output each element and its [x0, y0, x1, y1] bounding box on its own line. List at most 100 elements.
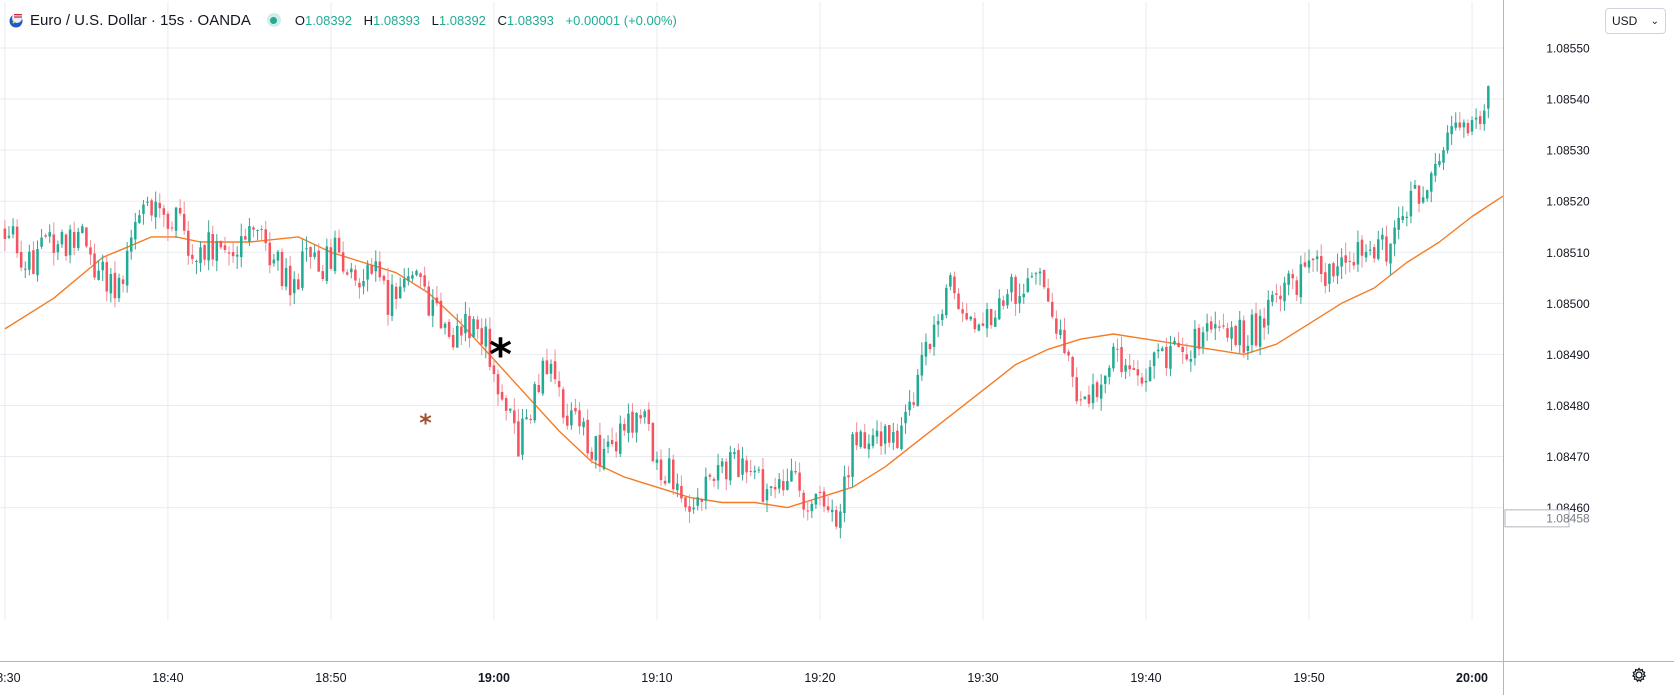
symbol-title[interactable]: Euro / U.S. Dollar · 15s · OANDA [30, 11, 251, 29]
candle-body [1474, 117, 1478, 120]
candle-body [72, 231, 76, 248]
high-key: H [363, 12, 374, 28]
candle-body [182, 213, 186, 231]
candle-body [68, 229, 72, 256]
candle-body [851, 434, 854, 477]
candle-body [504, 398, 508, 411]
grid [0, 2, 1503, 620]
candle-body [276, 251, 280, 261]
candle-body [883, 425, 887, 444]
candle-body [170, 227, 174, 229]
candle-body [818, 491, 822, 493]
candle-body [1482, 110, 1486, 125]
candle-body [1067, 351, 1070, 356]
candle-body [676, 483, 679, 491]
candle-body [1470, 119, 1474, 132]
candle-body [382, 275, 386, 281]
candle-body [178, 207, 182, 214]
candle-body [521, 418, 524, 455]
candle-body [1324, 272, 1327, 286]
candle-body [773, 486, 777, 490]
candle-body [586, 419, 589, 454]
candle-body [1128, 365, 1131, 370]
price-tick-label: 1.08520 [1546, 195, 1590, 209]
candle-body [871, 435, 875, 446]
candle-body [1095, 382, 1099, 398]
candle-body [761, 469, 765, 502]
low-value: 1.08392 [438, 12, 486, 28]
gear-icon[interactable] [1628, 664, 1650, 686]
candle-body [1218, 326, 1221, 328]
candle-body [423, 275, 426, 287]
candle-body [1214, 324, 1217, 329]
candle-body [1397, 217, 1400, 230]
candle-body [1434, 163, 1437, 176]
candle-body [875, 430, 879, 437]
candle-body [843, 476, 846, 514]
candle-body [1059, 329, 1062, 335]
candle-body [1250, 314, 1254, 346]
candle-body [594, 436, 598, 461]
candle-body [973, 318, 977, 330]
candle-body [325, 246, 329, 282]
asterisk-marker-large: * [489, 329, 512, 380]
candle-body [916, 374, 920, 406]
candle-body [720, 461, 724, 467]
candle-body [1266, 299, 1270, 326]
candle-body [411, 275, 414, 279]
market-status-icon[interactable] [266, 13, 281, 27]
currency-selector[interactable]: USD ⌄ [1605, 8, 1666, 34]
eurusd-flag-icon[interactable] [8, 12, 24, 28]
candle-body [1050, 301, 1054, 317]
candle-body [1356, 242, 1360, 265]
candle-body [1124, 365, 1127, 372]
candle-body [806, 510, 810, 512]
candle-body [1425, 190, 1429, 199]
candle-body [753, 470, 757, 473]
candle-body [859, 431, 862, 447]
candle-body [199, 247, 202, 264]
candle-body [24, 268, 27, 270]
candle-body [272, 259, 276, 264]
candle-body [1401, 216, 1405, 221]
candle-body [912, 402, 915, 405]
candle-body [623, 424, 626, 431]
candle-body [256, 230, 259, 232]
candle-body [464, 313, 467, 334]
candle-body [44, 235, 47, 237]
candle-body [480, 328, 483, 345]
candle-body [989, 308, 993, 326]
candle-body [1242, 320, 1246, 353]
candle-body [814, 494, 818, 505]
candle-body [138, 215, 141, 223]
candle-body [1421, 197, 1425, 203]
candle-body [1132, 368, 1136, 371]
candle-body [166, 213, 170, 229]
candle-body [1010, 276, 1013, 293]
candle-body [203, 245, 206, 260]
time-tick-label: 18:40 [152, 671, 183, 685]
candle-body [1368, 249, 1372, 251]
candle-body [688, 506, 691, 512]
candle-body [993, 317, 997, 327]
candle-body [329, 247, 333, 269]
candle-body [284, 268, 288, 287]
candle-body [1352, 261, 1356, 266]
candle-body [904, 411, 907, 424]
candle-body [826, 506, 830, 511]
candle-body [89, 247, 92, 255]
candle-body [297, 279, 300, 290]
price-tick-label: 1.08490 [1546, 348, 1590, 362]
candle-body [187, 230, 190, 256]
candle-body [113, 272, 117, 299]
candle-body [1430, 173, 1433, 192]
candle-body [1466, 123, 1470, 134]
candle-body [1144, 381, 1148, 383]
candle-body [1262, 318, 1266, 328]
candle-body [712, 478, 716, 482]
candle-body [1295, 280, 1299, 295]
candle-body [855, 432, 858, 446]
